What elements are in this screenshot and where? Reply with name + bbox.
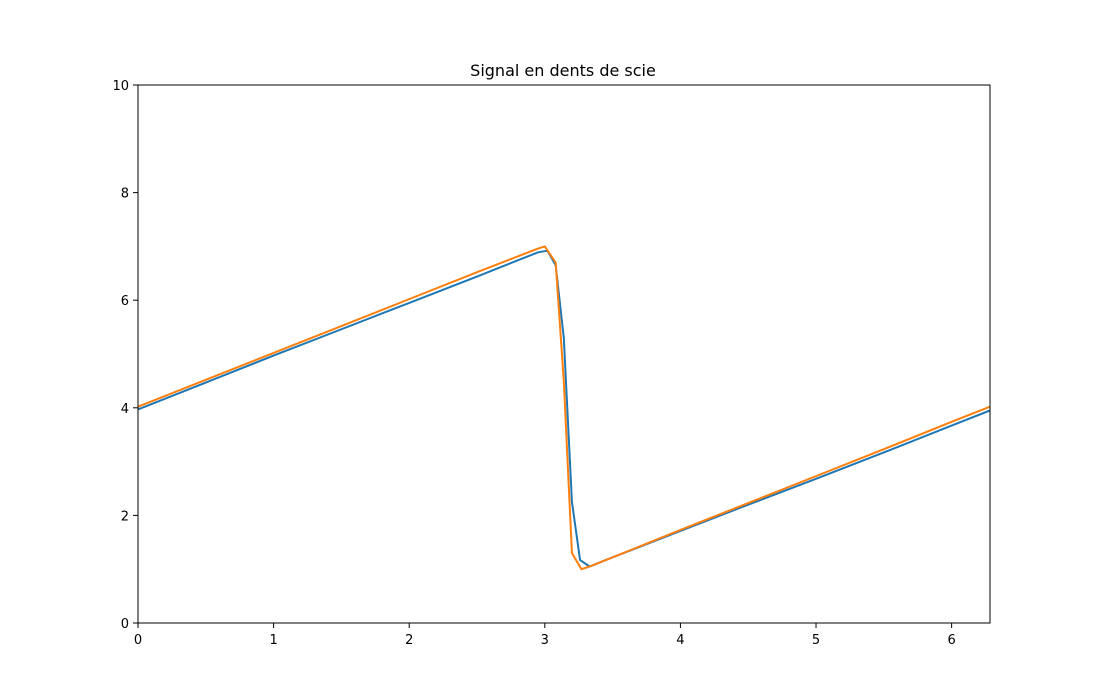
series-line-1 xyxy=(138,249,990,568)
y-tick-label-4: 8 xyxy=(121,187,129,202)
y-tick-label-3: 6 xyxy=(121,294,129,309)
series-line-2 xyxy=(138,245,990,571)
x-tick-label-6: 6 xyxy=(947,633,955,648)
chart-title: Signal en dents de scie xyxy=(470,61,656,80)
x-tick-label-3: 3 xyxy=(541,633,549,648)
x-tick-label-1: 1 xyxy=(269,633,277,648)
axes-frame xyxy=(137,84,991,624)
y-tick-label-5: 10 xyxy=(112,79,129,94)
y-tick-label-0: 0 xyxy=(121,617,129,632)
y-tick-label-2: 4 xyxy=(121,402,129,417)
plot-area: 0 1 2 3 4 5 6 0 2 4 6 8 10 xyxy=(112,79,991,648)
x-tick-label-5: 5 xyxy=(812,633,820,648)
x-tick-label-2: 2 xyxy=(405,633,413,648)
x-tick-label-0: 0 xyxy=(134,633,142,648)
x-tick-label-4: 4 xyxy=(676,633,684,648)
y-tick-label-1: 2 xyxy=(121,509,129,524)
